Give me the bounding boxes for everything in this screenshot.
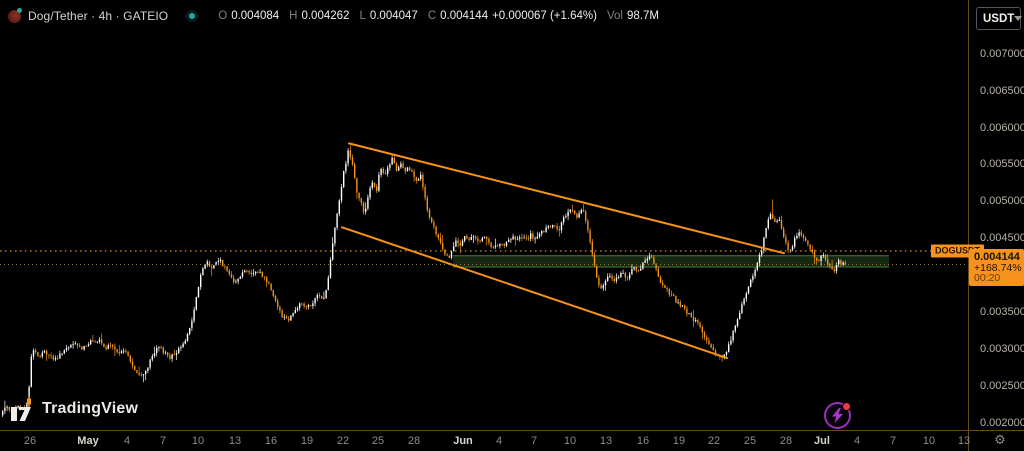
open-value: 0.004084 (231, 10, 280, 22)
time-tick-label: 28 (407, 435, 421, 447)
chart-canvas[interactable] (0, 0, 968, 430)
time-axis[interactable]: 26 May 4 7 10 13 16 19 22 25 28 Jun 4 7 10 13 16 19 22 25 28… (0, 431, 971, 451)
price-tick-label: 0.002500 (980, 379, 1024, 392)
bar-countdown: 00:20 (974, 272, 1001, 285)
quick-action-button[interactable] (824, 402, 851, 429)
time-tick-label: 22 (707, 435, 721, 447)
time-tick-label: 4 (495, 435, 503, 447)
time-tick-label: 4 (853, 435, 861, 447)
currency-dropdown[interactable]: USDT (976, 7, 1021, 30)
time-tick-label: 13 (599, 435, 613, 447)
time-tick-label: 10 (191, 435, 205, 447)
time-tick-label: Jun (453, 435, 473, 447)
price-axis[interactable]: 0.007000 0.006500 0.006000 0.005500 0.005000… (969, 0, 1024, 430)
chevron-down-icon (1014, 16, 1020, 21)
dog-coin-icon (8, 7, 22, 23)
tradingview-logo-mark-icon (11, 396, 31, 421)
time-tick-label: 7 (159, 435, 167, 447)
last-price-label: 0.004144 +168.74% 00:20 (969, 249, 1024, 287)
time-tick-label: 13 (228, 435, 242, 447)
last-price-value: 0.004144 (974, 251, 1020, 264)
close-value: 0.004144 (440, 10, 489, 22)
price-tick-label: 0.006000 (980, 121, 1024, 134)
time-tick-label: Jul (814, 435, 830, 447)
price-tick-label: 0.005500 (980, 158, 1024, 171)
ohlc-values: O 0.004084 H 0.004262 L 0.004047 C 0.004144 … (212, 10, 659, 22)
currency-dropdown-label: USDT (983, 12, 1015, 25)
time-tick-label: 10 (563, 435, 577, 447)
tradingview-logo-text: TradingView (42, 400, 139, 417)
time-tick-label: 25 (371, 435, 385, 447)
low-value: 0.004047 (369, 10, 418, 22)
price-tick-label: 0.004500 (980, 232, 1024, 245)
price-tick-label: 0.005000 (980, 195, 1024, 208)
time-tick-label: 16 (264, 435, 278, 447)
time-tick-label: 19 (672, 435, 686, 447)
price-tick-label: 0.002000 (980, 416, 1024, 429)
notification-dot (842, 402, 851, 411)
price-tick-label: 0.007000 (980, 47, 1024, 60)
symbol-legend: Dog/Tether · 4h · GATEIO O 0.004084 H 0.00… (8, 7, 659, 25)
time-tick-label: 25 (743, 435, 757, 447)
symbol-title[interactable]: Dog/Tether · 4h · GATEIO (28, 9, 169, 23)
time-tick-label: 7 (889, 435, 897, 447)
high-value: 0.004262 (301, 10, 350, 22)
low-label: L (359, 10, 366, 22)
tradingview-logo[interactable]: TradingView (10, 396, 138, 422)
time-tick-label: May (77, 435, 99, 447)
time-tick-label: 10 (922, 435, 936, 447)
time-tick-label: 16 (636, 435, 650, 447)
time-tick-label: 22 (336, 435, 350, 447)
price-tick-label: 0.006500 (980, 84, 1024, 97)
last-price-change: +168.74% (974, 262, 1022, 275)
price-axis-separator (968, 0, 969, 451)
volume-label: Vol (606, 10, 623, 22)
time-tick-label: 4 (123, 435, 131, 447)
market-open-dot-icon[interactable] (189, 13, 196, 19)
coin-badge-icon (17, 7, 22, 13)
gear-icon[interactable]: ⚙ (994, 433, 1006, 448)
open-label: O (218, 10, 228, 22)
lightning-icon (832, 408, 843, 423)
time-tick-label: 28 (779, 435, 793, 447)
high-label: H (289, 10, 298, 22)
change-value: +0.000067 (+1.64%) (492, 10, 597, 22)
time-tick-label: 7 (530, 435, 538, 447)
close-label: C (427, 10, 437, 22)
volume-value: 98.7M (626, 10, 659, 22)
price-tick-label: 0.003500 (980, 306, 1024, 318)
time-tick-label: 26 (23, 435, 37, 447)
time-tick-label: 19 (300, 435, 314, 447)
time-axis-separator (0, 430, 1024, 431)
time-tick-label: 13 (957, 435, 971, 447)
price-tick-label: 0.003000 (980, 342, 1024, 355)
